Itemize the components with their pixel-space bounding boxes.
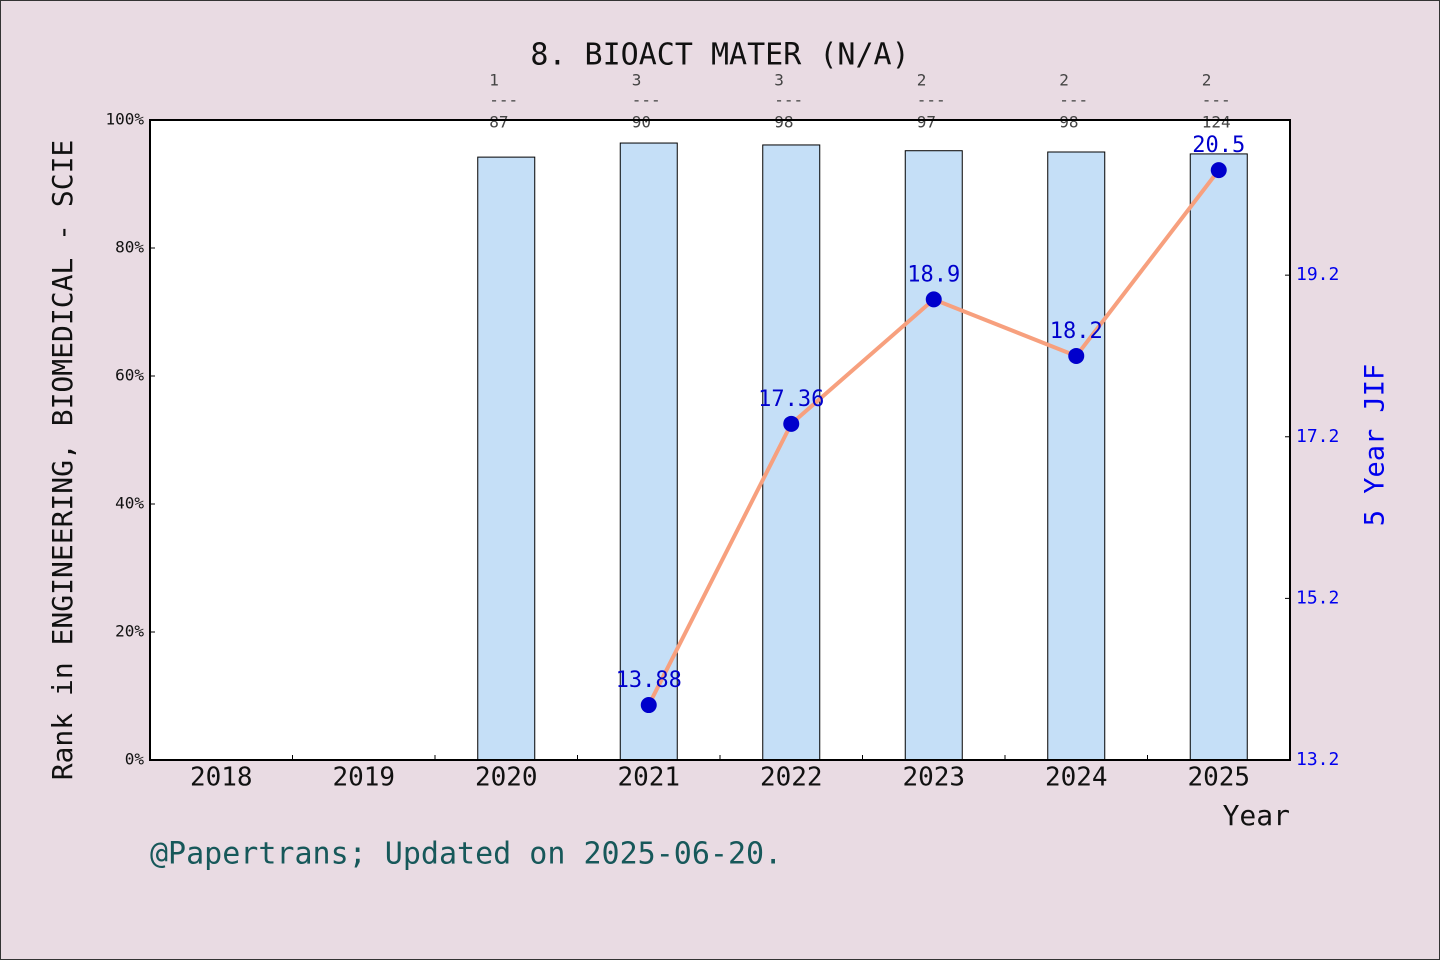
value-label: 17.36: [758, 387, 824, 412]
total-label: 90: [632, 113, 651, 132]
bar: [904, 150, 963, 761]
total-label: 98: [774, 113, 793, 132]
value-label: 20.5: [1192, 133, 1245, 158]
bar: [477, 156, 536, 761]
x-tick-label: 2018: [190, 763, 253, 793]
y2-tick-label: 17.2: [1296, 426, 1339, 447]
x-axis-label: Year: [1223, 799, 1290, 832]
y-tick-label: 60%: [115, 366, 144, 385]
x-tick-label: 2020: [475, 763, 538, 793]
rank-label: 2: [917, 71, 927, 90]
plot-area: [150, 120, 1290, 760]
bar: [619, 142, 678, 761]
rank-separator: ---: [632, 91, 661, 110]
x-tick-label: 2022: [760, 763, 823, 793]
rank-separator: ---: [1202, 91, 1231, 110]
y2-tick-label: 15.2: [1296, 587, 1339, 608]
rank-separator: ---: [489, 91, 518, 110]
y2-axis-label: 5 Year JIF: [1360, 364, 1391, 527]
total-label: 124: [1202, 113, 1231, 132]
rank-label: 1: [489, 71, 499, 90]
value-label: 18.2: [1050, 319, 1103, 344]
y-tick-label: 0%: [125, 750, 145, 769]
total-label: 98: [1059, 113, 1078, 132]
marker: [1068, 347, 1085, 364]
y-tick-label: 20%: [115, 622, 144, 641]
x-tick-label: 2024: [1045, 763, 1108, 793]
total-label: 97: [917, 113, 936, 132]
x-tick-label: 2019: [332, 763, 395, 793]
x-tick-label: 2023: [902, 763, 965, 793]
marker: [925, 291, 942, 308]
y-tick-label: 80%: [115, 238, 144, 257]
bar: [1189, 153, 1248, 761]
y-tick-label: 40%: [115, 494, 144, 513]
y2-tick-label: 19.2: [1296, 264, 1339, 285]
rank-label: 3: [632, 71, 642, 90]
rank-separator: ---: [917, 91, 946, 110]
bar: [762, 144, 821, 761]
rank-label: 2: [1059, 71, 1069, 90]
x-tick-label: 2021: [617, 763, 680, 793]
y-axis-label: Rank in ENGINEERING, BIOMEDICAL - SCIE: [46, 140, 79, 781]
y-tick-label: 100%: [105, 110, 144, 129]
rank-separator: ---: [774, 91, 803, 110]
rank-separator: ---: [1059, 91, 1088, 110]
marker: [783, 415, 800, 432]
x-tick-label: 2025: [1187, 763, 1250, 793]
marker: [1210, 162, 1227, 179]
marker: [640, 697, 657, 714]
bar: [1047, 151, 1106, 761]
rank-label: 3: [774, 71, 784, 90]
value-label: 13.88: [616, 668, 682, 693]
plot-border: [149, 119, 1291, 761]
value-label: 18.9: [907, 262, 960, 287]
rank-label: 2: [1202, 71, 1212, 90]
footer: @Papertrans; Updated on 2025-06-20.: [150, 837, 782, 872]
total-label: 87: [489, 113, 508, 132]
chart-title: 8. BIOACT MATER (N/A): [530, 38, 909, 73]
y2-tick-label: 13.2: [1296, 749, 1339, 770]
